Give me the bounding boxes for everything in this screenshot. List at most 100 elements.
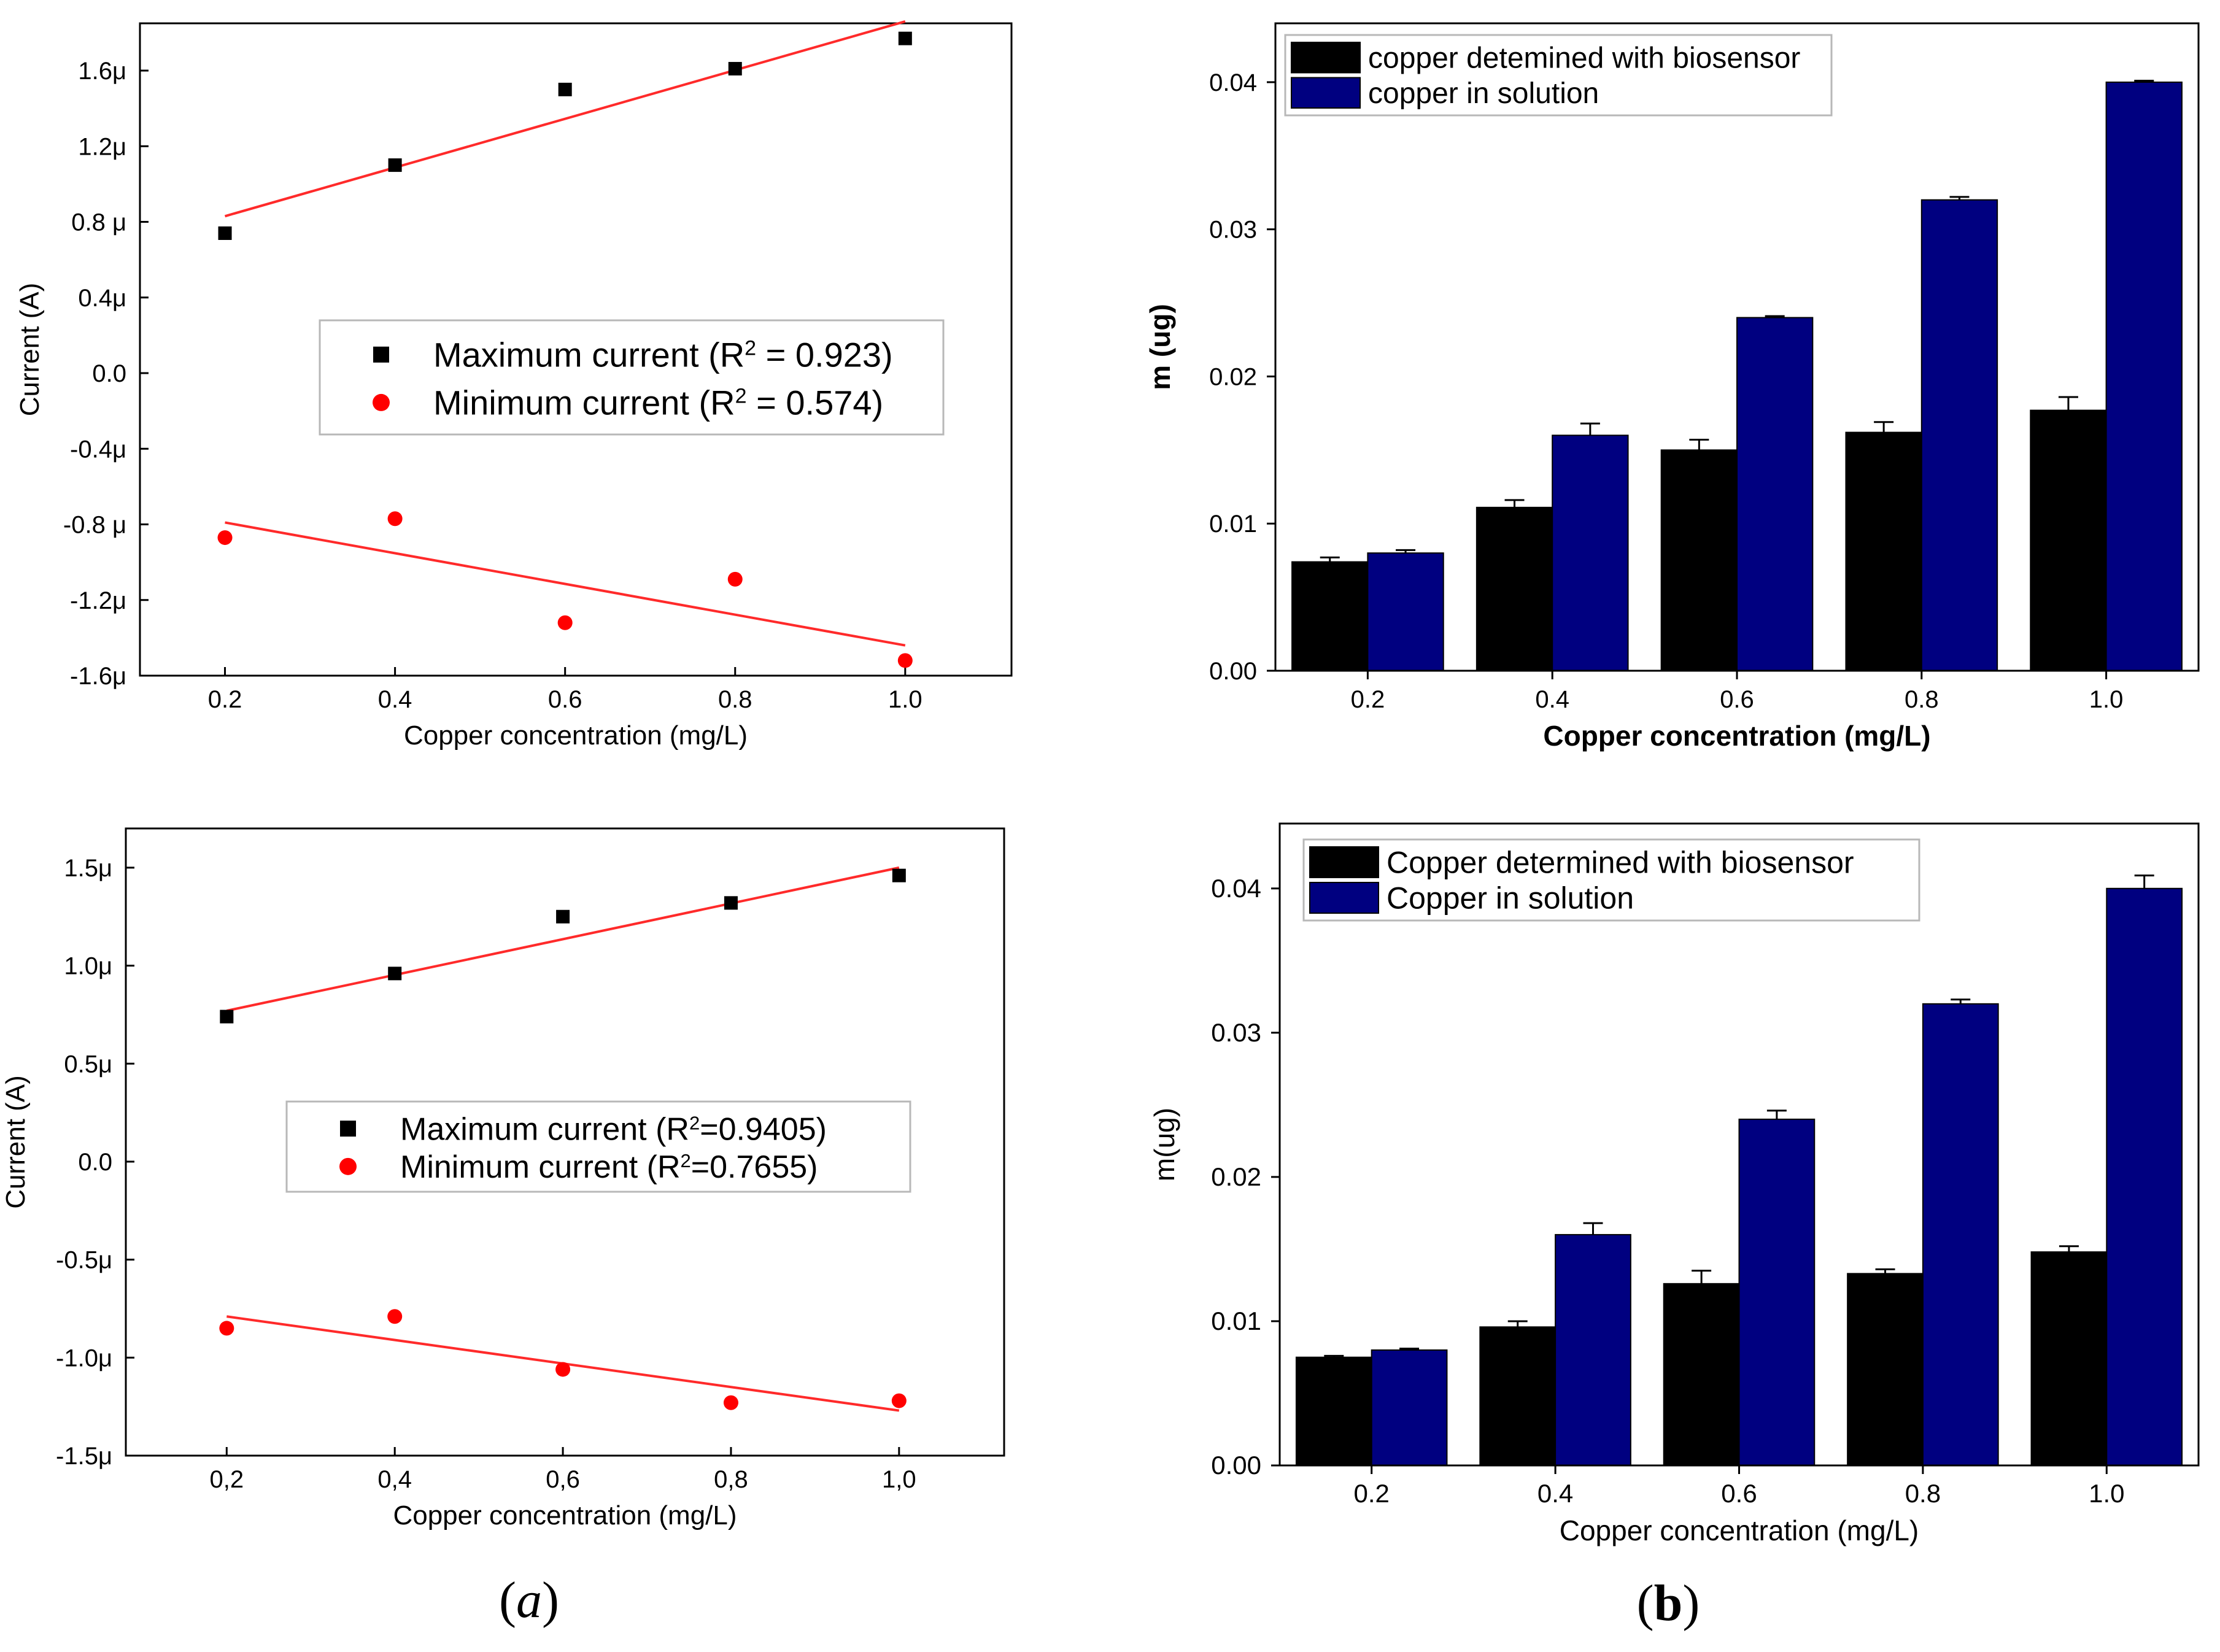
x-tick-label: 0.6 (548, 686, 582, 713)
legend-box (1302, 838, 1920, 922)
bar-biosensor (1663, 1283, 1740, 1466)
x-axis-label: Copper concentration (mg/L) (404, 720, 748, 751)
y-tick-label: -0.5μ (56, 1247, 112, 1274)
x-tick-label: 1.0 (888, 686, 922, 713)
y-axis-label: Current (A) (15, 283, 45, 417)
y-axis-label: m(ug) (1148, 1108, 1180, 1181)
y-tick-label: 1.6μ (78, 58, 126, 85)
x-tick-label: 0.4 (378, 686, 412, 713)
max-current-point (388, 967, 402, 981)
y-tick-label: 0.03 (1211, 1018, 1261, 1047)
x-tick-label: 0,4 (377, 1466, 412, 1493)
legend-label-max: Maximum current (R2 = 0.923) (433, 335, 893, 374)
x-tick-label: 1,0 (882, 1466, 916, 1493)
y-tick-label: 0.01 (1211, 1307, 1261, 1335)
y-tick-label: 0.03 (1209, 217, 1257, 244)
bar-biosensor (1660, 449, 1738, 671)
panel-label-a: (a) (499, 1572, 559, 1629)
y-tick-label: -0.8 μ (63, 512, 126, 539)
x-tick-label: 0,6 (546, 1466, 580, 1493)
bar-solution (1736, 317, 1814, 671)
y-tick-label: 0.01 (1209, 511, 1257, 538)
legend-square-icon (373, 346, 389, 363)
max-current-point (898, 31, 912, 45)
y-tick-label: 0.04 (1209, 69, 1257, 96)
plot-area-frame (125, 827, 1005, 1457)
y-tick-label: 0.0 (92, 360, 126, 387)
legend-square-icon (340, 1121, 356, 1137)
fit-line-max (226, 866, 900, 1012)
chart-a-bottom: 0,2 0,4 0,6 0,8 1,0 1.5μ 1.0μ 0.5μ 0.0 -0.5μ -1.0μ… (1, 827, 1005, 1530)
y-axis-label: m (ug) (1144, 304, 1176, 390)
bar-biosensor (1479, 1326, 1557, 1466)
bar-biosensor (1845, 431, 1922, 671)
y-tick-label: -1.6μ (70, 663, 126, 690)
bar-biosensor (1847, 1273, 1924, 1466)
legend-label-solution: copper in solution (1368, 77, 1599, 110)
legend-box (1284, 34, 1833, 117)
x-tick-label: 0.2 (1351, 686, 1385, 713)
bar-solution (1738, 1118, 1816, 1466)
min-current-point (387, 1309, 403, 1324)
min-current-point (727, 571, 743, 587)
y-tick-label: 0.02 (1211, 1162, 1261, 1191)
y-axis-label: Current (A) (1, 1075, 31, 1209)
max-current-point (892, 868, 906, 882)
y-tick-label: 0.4μ (78, 285, 126, 312)
bar-solution (1922, 1003, 1999, 1466)
fit-line-max (224, 20, 906, 218)
max-current-point (556, 909, 570, 924)
min-current-point (555, 1362, 571, 1377)
y-tick-label: 0.02 (1209, 363, 1257, 390)
max-current-point (218, 226, 232, 241)
bar-solution (1552, 434, 1629, 671)
legend-label-biosensor: copper detemined with biosensor (1368, 42, 1800, 75)
min-current-point (723, 1395, 738, 1410)
plot-area-frame (139, 22, 1013, 677)
y-tick-label: -0.4μ (70, 436, 126, 463)
bar-biosensor (2030, 1251, 2108, 1466)
y-tick-label: -1.5μ (56, 1443, 112, 1470)
legend-swatch-biosensor (1291, 42, 1361, 74)
bar-solution (1371, 1349, 1448, 1467)
y-tick-label: 1.5μ (64, 855, 112, 882)
x-tick-label: 0.6 (1721, 1479, 1757, 1508)
y-tick-label: -1.0μ (56, 1345, 112, 1372)
legend-label-max: Maximum current (R2=0.9405) (400, 1111, 827, 1147)
y-tick-label: 1.0μ (64, 953, 112, 980)
legend-swatch-solution (1309, 882, 1379, 914)
x-axis-label: Copper concentration (mg/L) (1543, 720, 1930, 752)
x-tick-label: 0.8 (1905, 686, 1939, 713)
y-tick-label: 0.0 (78, 1149, 112, 1176)
min-current-point (557, 615, 573, 630)
max-current-point (724, 896, 738, 910)
y-tick-label: 0.04 (1211, 874, 1261, 903)
panel-label-b: (b) (1637, 1575, 1700, 1632)
bar-solution (1367, 552, 1444, 671)
x-tick-label: 0.8 (718, 686, 752, 713)
min-current-point (891, 1393, 907, 1408)
min-current-point (387, 511, 403, 527)
x-tick-label: 0.8 (1905, 1479, 1941, 1508)
legend-swatch-solution (1291, 77, 1361, 109)
legend-label-min: Minimum current (R2=0.7655) (400, 1149, 818, 1185)
max-current-point (388, 158, 402, 172)
bar-solution (1920, 199, 1998, 671)
x-tick-label: 1.0 (2089, 1479, 2124, 1508)
max-current-point (220, 1009, 234, 1024)
min-current-point (897, 653, 913, 668)
plot-area-frame (1274, 22, 2200, 672)
x-axis-label: Copper concentration (mg/L) (1560, 1515, 1919, 1546)
chart-b-top: 0.2 0.4 0.6 0.8 1.0 0.00 0.01 0.02 0.03 0.04 Coppe… (1144, 22, 2200, 752)
legend-box (285, 1100, 911, 1193)
legend-circle-icon (339, 1157, 357, 1175)
bar-biosensor (1295, 1356, 1372, 1466)
min-current-point (217, 530, 233, 546)
legend-swatch-biosensor (1309, 846, 1379, 878)
legend-box (319, 319, 945, 436)
legend-circle-icon (373, 393, 390, 411)
legend-label-biosensor: Copper determined with biosensor (1387, 846, 1854, 880)
min-current-point (219, 1321, 234, 1336)
x-tick-label: 0.2 (208, 686, 242, 713)
